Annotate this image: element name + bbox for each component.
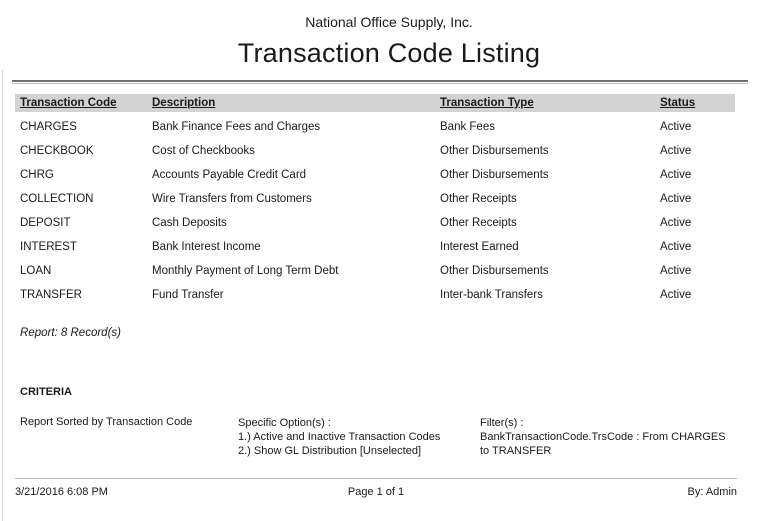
table-row: CHARGES Bank Finance Fees and Charges Bank… <box>15 115 735 139</box>
criteria-sort-text: Report Sorted by Transaction Code <box>20 416 193 428</box>
table-header-cell: Status <box>660 97 696 109</box>
transaction-table: Transaction Code Description Transaction T… <box>15 94 735 307</box>
table-header-cell: Transaction Code <box>20 97 117 109</box>
table-cell: Fund Transfer <box>152 289 224 301</box>
table-body: CHARGES Bank Finance Fees and Charges Bank… <box>15 115 735 307</box>
table-cell: Active <box>660 289 692 301</box>
table-cell: COLLECTION <box>20 193 94 205</box>
table-cell: Cash Deposits <box>152 217 227 229</box>
table-cell: Accounts Payable Credit Card <box>152 169 307 181</box>
table-cell: INTEREST <box>20 241 77 253</box>
table-cell: Cost of Checkbooks <box>152 145 255 157</box>
table-cell: Other Receipts <box>440 193 517 205</box>
table-cell: Wire Transfers from Customers <box>152 193 312 205</box>
table-cell: Bank Fees <box>440 121 495 133</box>
header-divider <box>12 80 748 84</box>
table-cell: Bank Interest Income <box>152 241 261 253</box>
table-cell: TRANSFER <box>20 289 82 301</box>
footer-user: By: Admin <box>687 486 738 498</box>
criteria-option-line: 2.) Show GL Distribution [Unselected] <box>238 445 422 457</box>
table-cell: Interest Earned <box>440 241 519 253</box>
table-cell: Bank Finance Fees and Charges <box>152 121 321 133</box>
criteria-options: Specific Option(s) : 1.) Active and Inac… <box>238 416 473 458</box>
table-row: INTEREST Bank Interest Income Interest Ear… <box>15 235 735 259</box>
table-row: DEPOSIT Cash Deposits Other Receipts Active <box>15 211 735 235</box>
table-cell: Active <box>660 121 692 133</box>
criteria-filters-label: Filter(s) : <box>480 417 524 429</box>
table-cell: Active <box>660 145 692 157</box>
criteria-options-label: Specific Option(s) : <box>238 417 331 429</box>
criteria-heading: CRITERIA <box>20 386 72 398</box>
table-header-cell: Description <box>152 97 216 109</box>
table-cell: Active <box>660 169 692 181</box>
table-cell: Other Receipts <box>440 217 517 229</box>
table-cell: Other Disbursements <box>440 169 549 181</box>
table-cell: Other Disbursements <box>440 145 549 157</box>
criteria-filter-line: to TRANSFER <box>480 445 552 457</box>
report-header: National Office Supply, Inc. Transaction… <box>0 0 778 69</box>
footer-datetime: 3/21/2016 6:08 PM <box>15 486 108 498</box>
page-edge-line <box>2 70 3 521</box>
table-cell: Active <box>660 217 692 229</box>
table-row: LOAN Monthly Payment of Long Term Debt Oth… <box>15 259 735 283</box>
table-header-cell: Transaction Type <box>440 97 534 109</box>
table-cell: CHRG <box>20 169 54 181</box>
table-cell: Other Disbursements <box>440 265 549 277</box>
table-cell: LOAN <box>20 265 52 277</box>
table-cell: Inter-bank Transfers <box>440 289 543 301</box>
report-footer: 3/21/2016 6:08 PM Page 1 of 1 By: Admin <box>15 486 737 498</box>
footer-divider <box>15 478 737 479</box>
table-row: TRANSFER Fund Transfer Inter-bank Transfer… <box>15 283 735 307</box>
table-cell: CHECKBOOK <box>20 145 94 157</box>
table-row: CHRG Accounts Payable Credit Card Other Di… <box>15 163 735 187</box>
record-count-summary: Report: 8 Record(s) <box>20 327 121 339</box>
table-header-row: Transaction Code Description Transaction T… <box>15 94 735 112</box>
table-cell: CHARGES <box>20 121 77 133</box>
table-cell: Active <box>660 193 692 205</box>
criteria-filters: Filter(s) : BankTransactionCode.TrsCode … <box>480 416 745 458</box>
table-row: CHECKBOOK Cost of Checkbooks Other Disburs… <box>15 139 735 163</box>
page-title: Transaction Code Listing <box>237 38 541 68</box>
criteria-option-line: 1.) Active and Inactive Transaction Code… <box>238 431 441 443</box>
table-cell: Active <box>660 265 692 277</box>
footer-page-number: Page 1 of 1 <box>347 486 405 498</box>
table-cell: DEPOSIT <box>20 217 71 229</box>
table-row: COLLECTION Wire Transfers from Customers O… <box>15 187 735 211</box>
table-cell: Monthly Payment of Long Term Debt <box>152 265 339 277</box>
table-cell: Active <box>660 241 692 253</box>
criteria-filter-line: BankTransactionCode.TrsCode : From CHARG… <box>480 431 726 443</box>
company-name: National Office Supply, Inc. <box>305 14 473 30</box>
